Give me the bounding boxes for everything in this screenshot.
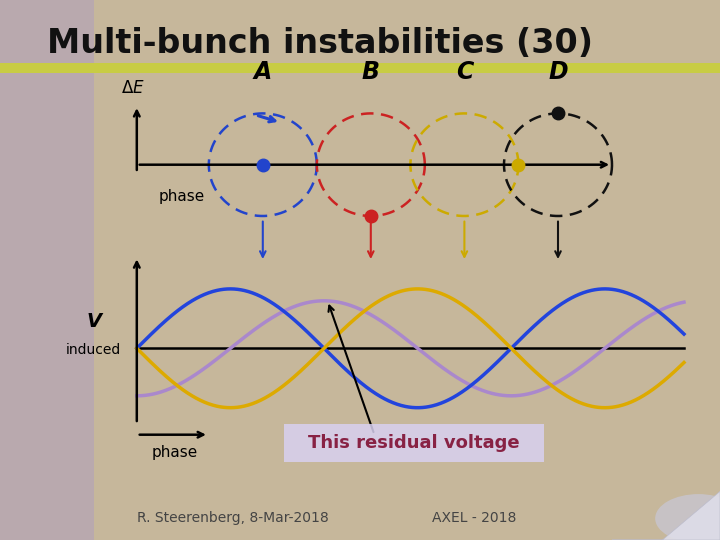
Text: R. Steerenberg, 8-Mar-2018: R. Steerenberg, 8-Mar-2018	[137, 511, 328, 525]
Text: AXEL - 2018: AXEL - 2018	[432, 511, 516, 525]
Text: B: B	[362, 60, 380, 84]
Text: This residual voltage: This residual voltage	[308, 434, 520, 452]
FancyBboxPatch shape	[284, 424, 544, 462]
Bar	[0, 63, 720, 73]
Text: A: A	[253, 60, 272, 84]
Ellipse shape	[655, 494, 720, 540]
Text: $\Delta$E: $\Delta$E	[121, 79, 145, 97]
Text: D: D	[548, 60, 568, 84]
Text: phase: phase	[158, 189, 204, 204]
Text: V: V	[86, 312, 102, 331]
Text: induced: induced	[66, 343, 121, 357]
Bar	[94, 0, 720, 540]
Polygon shape	[612, 491, 720, 540]
Text: C: C	[456, 60, 473, 84]
Text: phase: phase	[151, 446, 197, 461]
Bar	[0, 0, 94, 540]
Text: Multi-bunch instabilities (30): Multi-bunch instabilities (30)	[47, 27, 593, 60]
